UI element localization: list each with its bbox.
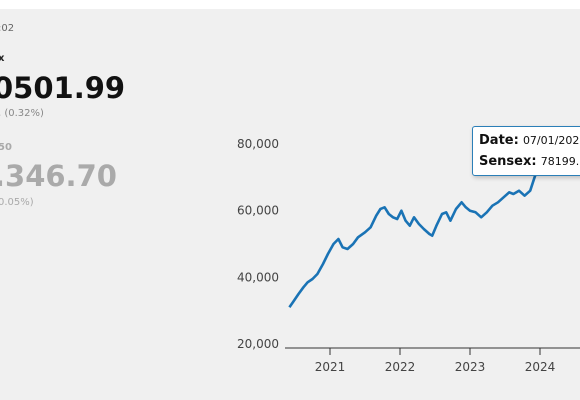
nifty-name: 50 <box>0 142 12 153</box>
tooltip-date-label: Date: <box>479 133 519 148</box>
x-tick-label: 2022 <box>385 360 416 374</box>
tooltip-date-value: 07/01/202 <box>522 134 580 147</box>
chart-tooltip: Date: 07/01/202 Sensex: 78199.1 <box>472 126 580 176</box>
sensex-series-line[interactable] <box>288 149 577 309</box>
sensex-value: 0501.99 <box>0 71 126 105</box>
x-tick-label: 2023 <box>455 360 486 374</box>
timestamp: :02 <box>0 23 15 34</box>
tooltip-series-value: 78199.1 <box>540 155 580 168</box>
x-axis-ticks: 2021 2022 2023 2024 <box>315 348 556 374</box>
sensex-change: , (0.32%) <box>0 108 44 119</box>
x-tick-label: 2024 <box>525 360 556 374</box>
tooltip-series-label: Sensex: <box>479 154 537 169</box>
top-bar <box>0 0 580 9</box>
nifty-change: 0.05%) <box>0 197 34 208</box>
tooltip-series-row: Sensex: 78199.1 <box>479 151 580 172</box>
sensex-name: x <box>0 53 5 64</box>
y-tick-label: 40,000 <box>237 270 279 284</box>
nifty-value: .346.70 <box>0 159 117 193</box>
x-tick-label: 2021 <box>315 360 346 374</box>
tooltip-date-row: Date: 07/01/202 <box>479 130 580 151</box>
y-tick-label: 60,000 <box>237 204 279 218</box>
y-tick-label: 20,000 <box>237 337 279 351</box>
market-summary-panel: :02 x 0501.99 , (0.32%) 50 .346.70 0.05%… <box>0 9 220 400</box>
y-tick-label: 80,000 <box>237 137 279 151</box>
y-axis-ticks: 20,000 40,000 60,000 80,000 <box>237 137 279 351</box>
